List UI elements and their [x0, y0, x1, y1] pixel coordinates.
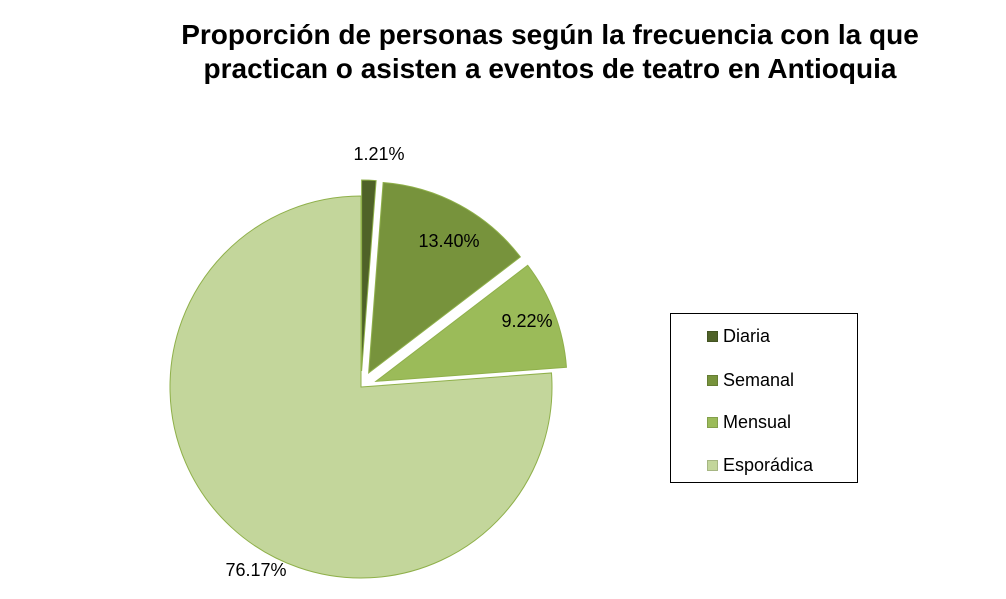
pie-slice-semanal	[368, 181, 522, 375]
pie-slice-esporadica	[169, 195, 553, 579]
legend-item-esporadica: Esporádica	[707, 453, 813, 477]
legend-item-diaria: Diaria	[707, 324, 770, 348]
legend-swatch-mensual	[707, 416, 718, 428]
data-label-esporadica: 76.17%	[225, 560, 286, 580]
chart-legend: Diaria Semanal Mensual Esporádica	[670, 313, 858, 483]
legend-label-semanal: Semanal	[723, 369, 795, 390]
chart-title-line-2: practican o asisten a eventos de teatro …	[203, 53, 897, 84]
legend-swatch-semanal	[707, 374, 718, 386]
pie-slice-diaria	[361, 179, 377, 372]
legend-item-mensual: Mensual	[707, 410, 791, 434]
legend-swatch-diaria	[707, 330, 718, 342]
pie-slice-mensual	[374, 264, 567, 382]
data-label-diaria: 1.21%	[353, 144, 404, 164]
legend-swatch-esporadica	[707, 459, 718, 471]
legend-item-semanal: Semanal	[707, 368, 794, 392]
data-label-mensual: 9.22%	[501, 311, 552, 331]
legend-label-mensual: Mensual	[723, 411, 792, 432]
chart-title-line-1: Proporción de personas según la frecuenc…	[181, 19, 919, 50]
legend-label-esporadica: Esporádica	[723, 454, 814, 475]
legend-label-diaria: Diaria	[723, 325, 771, 346]
data-label-semanal: 13.40%	[418, 231, 479, 251]
chart-title: Proporción de personas según la frecuenc…	[140, 18, 960, 86]
